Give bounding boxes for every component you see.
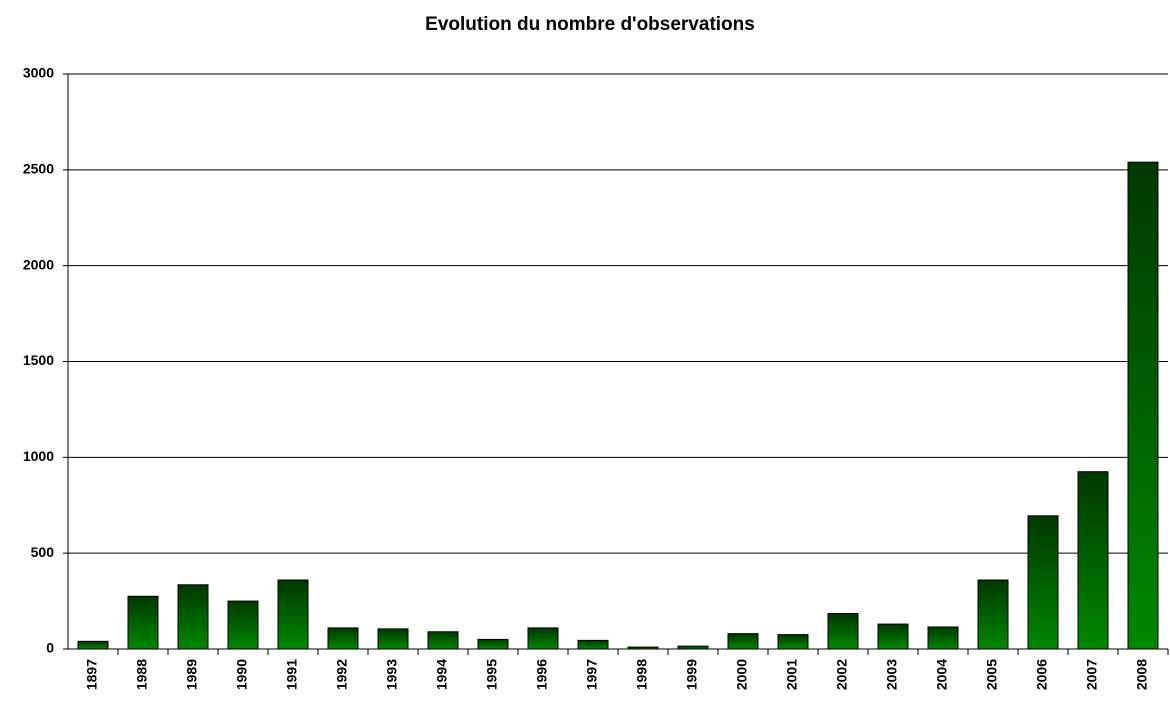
x-tick-label: 1994 [434, 659, 450, 690]
bar [677, 645, 709, 650]
y-tick-label: 1000 [23, 448, 54, 464]
x-tick-label: 1996 [534, 659, 550, 690]
y-tick-label: 500 [31, 544, 55, 560]
x-tick-label: 2000 [734, 659, 750, 690]
bar [777, 634, 809, 650]
bar [527, 627, 559, 650]
y-tick-label: 2000 [23, 256, 54, 272]
bar [227, 600, 259, 650]
bar [1127, 161, 1159, 650]
y-tick-label: 3000 [23, 65, 54, 81]
bar [127, 595, 159, 650]
bar [977, 579, 1009, 650]
chart-title: Evolution du nombre d'observations [425, 14, 755, 35]
bar [277, 579, 309, 650]
bar [377, 628, 409, 650]
x-tick-label: 2007 [1084, 659, 1100, 690]
bar [827, 613, 859, 650]
bar [927, 626, 959, 650]
bar [727, 633, 759, 650]
x-tick-label: 1990 [234, 659, 250, 690]
y-tick-label: 2500 [23, 161, 54, 177]
x-tick-label: 1992 [334, 659, 350, 690]
x-tick-label: 2004 [934, 659, 950, 690]
x-tick-label: 2005 [984, 659, 1000, 690]
x-tick-label: 1997 [584, 659, 600, 690]
x-tick-label: 1993 [384, 659, 400, 690]
bar [1027, 515, 1059, 650]
x-tick-label: 2003 [884, 659, 900, 690]
bar [1077, 471, 1109, 650]
x-tick-label: 1991 [284, 659, 300, 690]
x-tick-label: 1989 [184, 659, 200, 690]
bar [877, 623, 909, 650]
x-tick-label: 1999 [684, 659, 700, 690]
x-tick-label: 1988 [134, 659, 150, 690]
y-tick-label: 0 [46, 640, 54, 656]
bar [427, 631, 459, 650]
x-tick-label: 1995 [484, 659, 500, 690]
bar [177, 584, 209, 650]
x-tick-label: 2001 [784, 659, 800, 690]
y-tick-label: 1500 [23, 352, 54, 368]
bar [327, 627, 359, 650]
x-tick-label: 2002 [834, 659, 850, 690]
bar [477, 638, 509, 650]
x-tick-label: 1998 [634, 659, 650, 690]
x-tick-label: 2006 [1034, 659, 1050, 690]
x-tick-label: 1897 [84, 659, 100, 690]
bar [627, 646, 659, 650]
bar [77, 640, 109, 650]
bar [577, 639, 609, 650]
x-tick-label: 2008 [1134, 659, 1150, 690]
